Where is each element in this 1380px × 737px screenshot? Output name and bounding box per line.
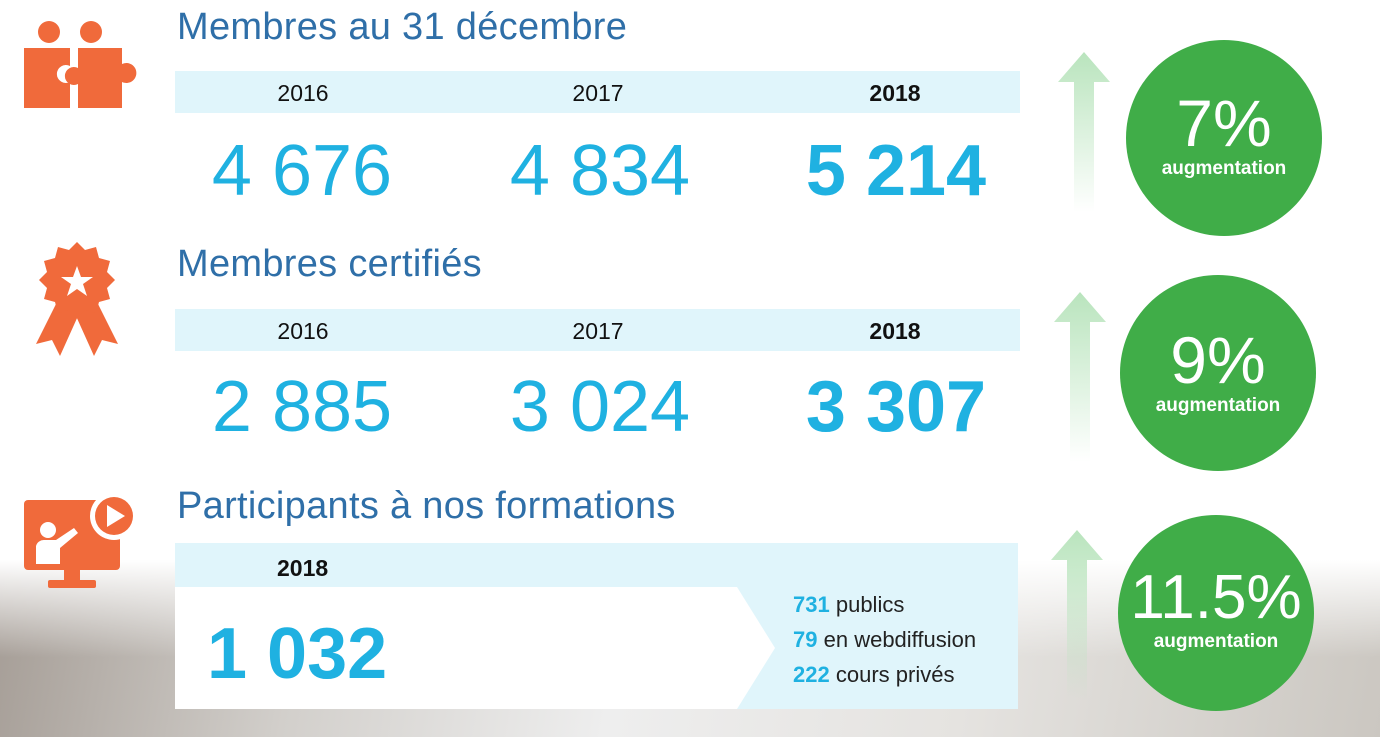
section-title-training: Participants à nos formations	[177, 485, 676, 527]
training-box: 2018 1 032 731 publics 79 en webdiffusio…	[175, 543, 1018, 709]
members-2017-value: 4 834	[509, 131, 691, 211]
puzzle-people-icon	[20, 18, 138, 117]
growth-badge: 11.5% augmentation	[1118, 515, 1314, 711]
growth-label: augmentation	[1153, 631, 1279, 652]
training-detail-public: 731 publics	[793, 592, 905, 617]
training-arrow-shape	[175, 587, 775, 709]
training-total-value: 1 032	[207, 614, 388, 694]
training-year: 2018	[277, 555, 329, 581]
growth-badge: 9% augmentation	[1120, 275, 1316, 471]
training-detail-webcast: 79 en webdiffusion	[793, 627, 977, 652]
up-arrow-icon	[1054, 52, 1114, 217]
training-detail-private: 222 cours privés	[793, 662, 955, 687]
year-label: 2017	[572, 318, 624, 344]
up-arrow-icon	[1047, 530, 1107, 705]
year-label: 2016	[277, 318, 329, 344]
growth-label: augmentation	[1155, 395, 1281, 416]
award-ribbon-icon	[22, 240, 132, 363]
year-label-current: 2018	[869, 318, 921, 344]
section-title-members: Membres au 31 décembre	[177, 6, 628, 48]
section-title-certified: Membres certifiés	[177, 243, 482, 285]
growth-badge: 7% augmentation	[1126, 40, 1322, 236]
certified-2017-value: 3 024	[509, 367, 691, 447]
year-label-current: 2018	[869, 80, 921, 106]
presentation-play-icon	[22, 488, 140, 599]
year-label: 2017	[572, 80, 624, 106]
growth-percent: 9%	[1170, 323, 1266, 397]
certified-2016-value: 2 885	[211, 367, 393, 447]
year-header-bar: 2016 2017 2018	[175, 71, 1020, 113]
certified-2018-value: 3 307	[805, 367, 987, 447]
growth-percent: 11.5%	[1130, 563, 1302, 632]
growth-percent: 7%	[1176, 86, 1272, 160]
year-header-bar: 2016 2017 2018	[175, 309, 1020, 351]
up-arrow-icon	[1050, 292, 1110, 467]
growth-label: augmentation	[1161, 158, 1287, 179]
members-2018-value: 5 214	[805, 131, 987, 211]
year-label: 2016	[277, 80, 329, 106]
members-2016-value: 4 676	[211, 131, 393, 211]
